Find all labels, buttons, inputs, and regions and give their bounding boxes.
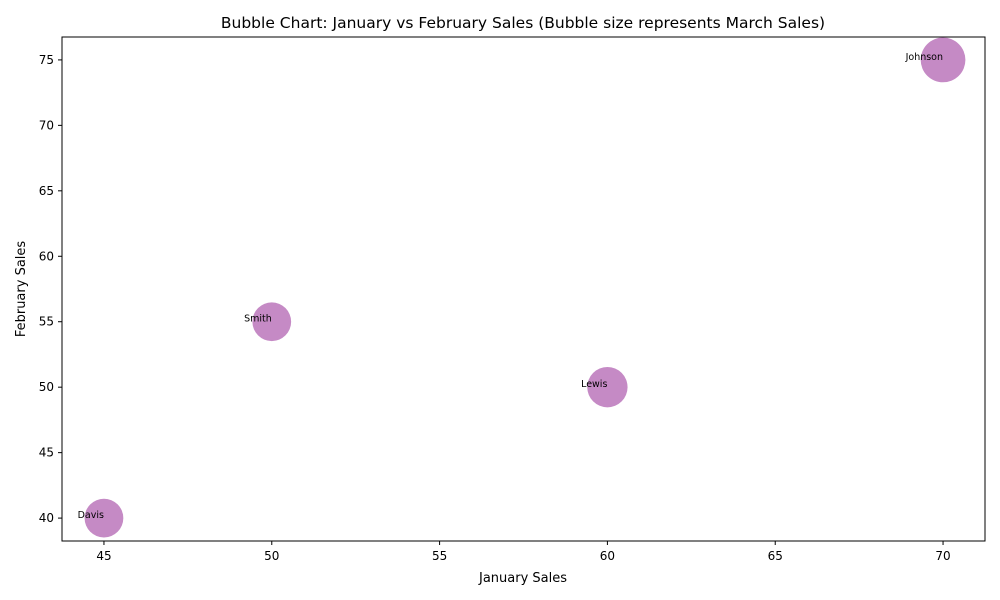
y-tick-label: 60 xyxy=(39,249,54,263)
x-tick-label: 55 xyxy=(432,549,447,563)
y-tick-label: 55 xyxy=(39,315,54,329)
x-axis: 45 50 55 60 65 70 xyxy=(96,541,951,563)
x-tick-label: 45 xyxy=(96,549,111,563)
axes-frame xyxy=(61,36,986,542)
y-tick-label: 45 xyxy=(39,446,54,460)
plot-area: Smith Johnson Lewis Davis xyxy=(78,37,966,538)
y-tick-label: 40 xyxy=(39,511,54,525)
x-tick-label: 50 xyxy=(264,549,279,563)
bubble-label-davis: Davis xyxy=(78,510,104,521)
y-axis: 40 45 50 55 60 65 70 75 xyxy=(39,53,62,525)
bubble-johnson xyxy=(920,37,966,83)
y-tick-label: 75 xyxy=(39,53,54,67)
bubble-label-johnson: Johnson xyxy=(905,52,943,63)
bubble-label-lewis: Lewis xyxy=(581,379,607,390)
bubble-smith xyxy=(252,302,292,342)
x-axis-label: January Sales xyxy=(478,571,567,586)
y-tick-label: 65 xyxy=(39,184,54,198)
bubble-label-smith: Smith xyxy=(244,314,272,325)
y-tick-label: 50 xyxy=(39,380,54,394)
x-tick-label: 70 xyxy=(935,549,950,563)
chart-title: Bubble Chart: January vs February Sales … xyxy=(221,14,825,32)
bubble-lewis xyxy=(587,367,628,408)
y-axis-label: February Sales xyxy=(14,241,29,338)
x-tick-label: 65 xyxy=(768,549,783,563)
x-tick-label: 60 xyxy=(600,549,615,563)
bubble-davis xyxy=(84,498,124,538)
y-tick-label: 70 xyxy=(39,118,54,132)
